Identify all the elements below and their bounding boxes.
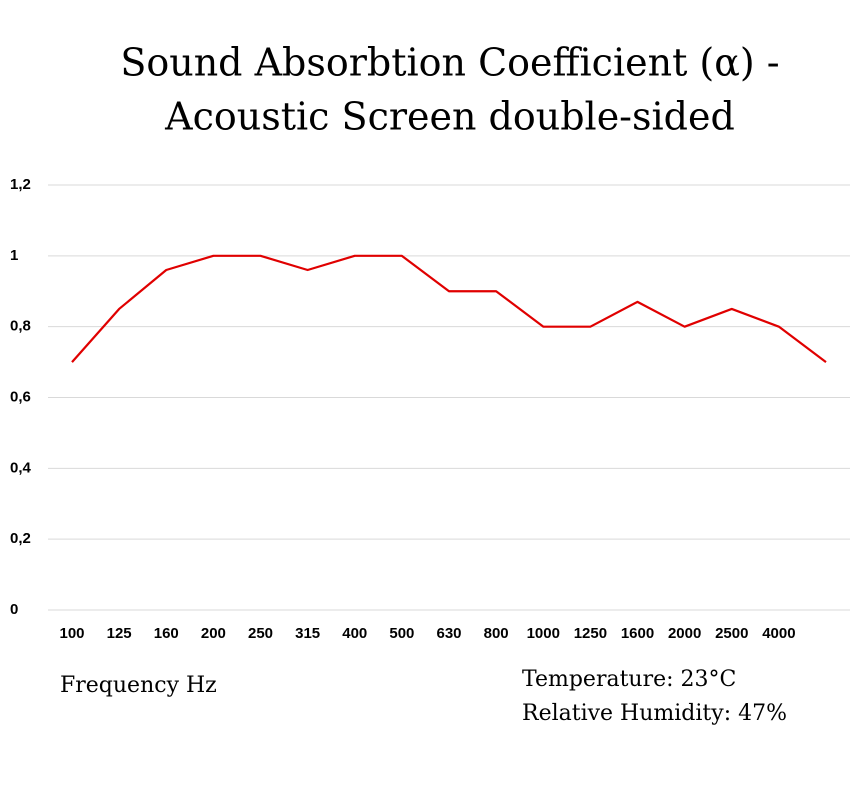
x-tick-label: 2000 bbox=[668, 625, 701, 642]
y-tick-label: 0,4 bbox=[10, 459, 32, 476]
y-tick-label: 1,2 bbox=[10, 176, 31, 193]
chart-title: Sound Absorbtion Coefficient (α) - bbox=[120, 41, 779, 85]
y-tick-label: 1 bbox=[10, 247, 18, 264]
annotation: Temperature: 23°C bbox=[522, 667, 736, 692]
x-tick-label: 1250 bbox=[574, 625, 607, 642]
x-tick-label: 125 bbox=[107, 625, 132, 642]
x-tick-label: 630 bbox=[436, 625, 461, 642]
x-axis-label: Frequency Hz bbox=[60, 673, 217, 698]
x-tick-label: 500 bbox=[389, 625, 414, 642]
x-tick-label: 200 bbox=[201, 625, 226, 642]
x-tick-label: 400 bbox=[342, 625, 367, 642]
chart-title: Acoustic Screen double-sided bbox=[164, 95, 735, 139]
x-tick-label: 315 bbox=[295, 625, 320, 642]
x-tick-label: 100 bbox=[59, 625, 84, 642]
annotation: Relative Humidity: 47% bbox=[522, 701, 787, 726]
data-line bbox=[71, 254, 827, 363]
x-tick-label: 160 bbox=[154, 625, 179, 642]
x-tick-label: 1000 bbox=[527, 625, 560, 642]
y-tick-label: 0,2 bbox=[10, 530, 31, 547]
x-tick-label: 250 bbox=[248, 625, 273, 642]
x-tick-label: 2500 bbox=[715, 625, 748, 642]
x-tick-label: 1600 bbox=[621, 625, 654, 642]
x-tick-label: 800 bbox=[484, 625, 509, 642]
y-tick-label: 0,8 bbox=[10, 318, 31, 335]
y-tick-label: 0,6 bbox=[10, 388, 31, 405]
x-tick-label: 4000 bbox=[762, 625, 795, 642]
y-tick-label: 0 bbox=[10, 601, 18, 618]
